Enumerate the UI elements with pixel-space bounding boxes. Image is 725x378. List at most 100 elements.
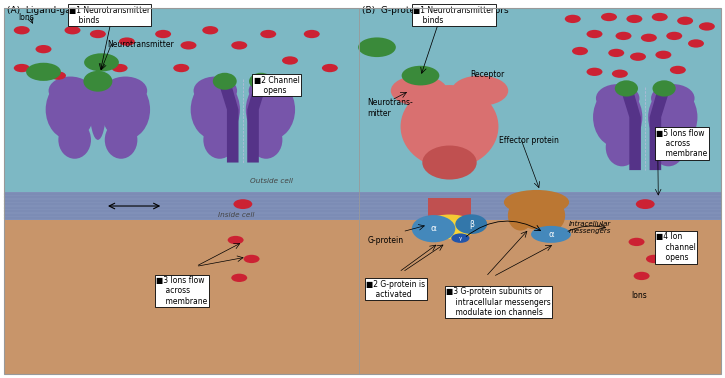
Ellipse shape <box>203 121 236 159</box>
Circle shape <box>228 236 244 244</box>
Text: Ions: Ions <box>631 291 647 300</box>
Circle shape <box>616 32 631 40</box>
Circle shape <box>202 26 218 34</box>
Circle shape <box>572 47 588 55</box>
Circle shape <box>670 66 686 74</box>
Text: ■2 G-protein is
    activated: ■2 G-protein is activated <box>366 280 426 299</box>
Bar <box>359 8 721 192</box>
Ellipse shape <box>249 121 282 159</box>
Circle shape <box>36 45 51 53</box>
Ellipse shape <box>104 76 147 105</box>
Text: ■3 Ions flow
    across
    membrane: ■3 Ions flow across membrane <box>156 276 207 306</box>
Circle shape <box>244 255 260 263</box>
Ellipse shape <box>90 79 106 140</box>
Ellipse shape <box>249 76 292 105</box>
Ellipse shape <box>522 209 551 230</box>
Circle shape <box>641 34 657 42</box>
Text: ■1 Neurotransmitter
    binds: ■1 Neurotransmitter binds <box>413 6 494 25</box>
Ellipse shape <box>49 76 92 105</box>
Polygon shape <box>218 79 239 163</box>
Circle shape <box>608 49 624 57</box>
Ellipse shape <box>507 200 533 231</box>
Circle shape <box>90 30 106 38</box>
Ellipse shape <box>391 76 447 106</box>
Circle shape <box>565 15 581 23</box>
Circle shape <box>155 30 171 38</box>
Ellipse shape <box>101 79 150 140</box>
Text: G-protein: G-protein <box>368 236 404 245</box>
Bar <box>4 8 359 192</box>
Ellipse shape <box>83 71 112 92</box>
Ellipse shape <box>59 121 91 159</box>
Ellipse shape <box>615 81 638 97</box>
Text: ■3 G-protein subunits or
    intracellular messengers
    modulate ion channels: ■3 G-protein subunits or intracellular m… <box>446 287 550 317</box>
Circle shape <box>655 51 671 59</box>
Text: ■1 Neurotransmitter
    binds: ■1 Neurotransmitter binds <box>69 6 150 25</box>
Circle shape <box>260 30 276 38</box>
Circle shape <box>304 30 320 38</box>
Bar <box>359 192 721 220</box>
Text: Outside cell: Outside cell <box>250 178 293 184</box>
Circle shape <box>173 64 189 72</box>
Circle shape <box>652 13 668 21</box>
Circle shape <box>14 64 30 72</box>
Ellipse shape <box>451 234 470 243</box>
Circle shape <box>50 71 66 80</box>
Text: ■4 Ion
    channel
    opens: ■4 Ion channel opens <box>656 232 696 262</box>
Ellipse shape <box>191 79 240 140</box>
Circle shape <box>133 19 149 27</box>
Circle shape <box>358 37 396 57</box>
Ellipse shape <box>422 146 477 180</box>
Text: Intracellular
messengers: Intracellular messengers <box>569 221 611 234</box>
Ellipse shape <box>422 215 477 239</box>
Text: ■5 Ions flow
    across
    membrane: ■5 Ions flow across membrane <box>656 129 708 158</box>
Circle shape <box>233 199 252 209</box>
Circle shape <box>26 63 61 81</box>
Bar <box>359 220 721 374</box>
Text: Neurotransmitter: Neurotransmitter <box>107 40 174 49</box>
Text: α: α <box>548 230 554 239</box>
Text: ■2 Channel
    opens: ■2 Channel opens <box>254 76 299 95</box>
Circle shape <box>699 22 715 31</box>
Circle shape <box>402 66 439 85</box>
Ellipse shape <box>246 79 295 140</box>
Circle shape <box>636 199 655 209</box>
Polygon shape <box>650 87 671 170</box>
Text: α: α <box>431 224 436 233</box>
Circle shape <box>84 53 119 71</box>
Text: (A)  Ligand-gated ion channels: (A) Ligand-gated ion channels <box>7 6 146 15</box>
Bar <box>515 200 558 210</box>
Polygon shape <box>620 87 641 170</box>
Circle shape <box>677 17 693 25</box>
Ellipse shape <box>539 200 566 231</box>
Ellipse shape <box>593 87 642 147</box>
Circle shape <box>629 238 645 246</box>
Bar <box>4 192 359 220</box>
Text: (B)  G-protein-coupled receptors: (B) G-protein-coupled receptors <box>362 6 509 15</box>
Ellipse shape <box>652 129 684 166</box>
Bar <box>4 220 359 374</box>
Circle shape <box>282 56 298 65</box>
Ellipse shape <box>46 79 95 140</box>
Ellipse shape <box>648 87 697 147</box>
Circle shape <box>119 37 135 46</box>
Circle shape <box>587 68 602 76</box>
Text: γ: γ <box>459 235 462 241</box>
Circle shape <box>14 26 30 34</box>
Ellipse shape <box>504 190 569 215</box>
Circle shape <box>231 41 247 50</box>
Ellipse shape <box>105 121 138 159</box>
Circle shape <box>322 64 338 72</box>
Ellipse shape <box>531 226 571 243</box>
Circle shape <box>634 272 650 280</box>
Circle shape <box>601 13 617 21</box>
Circle shape <box>112 64 128 72</box>
Ellipse shape <box>249 73 273 90</box>
Text: Receptor: Receptor <box>470 70 504 79</box>
Polygon shape <box>247 79 268 163</box>
Bar <box>428 198 471 220</box>
Text: Inside cell: Inside cell <box>218 212 254 218</box>
Circle shape <box>587 30 602 38</box>
Ellipse shape <box>651 84 695 113</box>
Circle shape <box>688 39 704 48</box>
